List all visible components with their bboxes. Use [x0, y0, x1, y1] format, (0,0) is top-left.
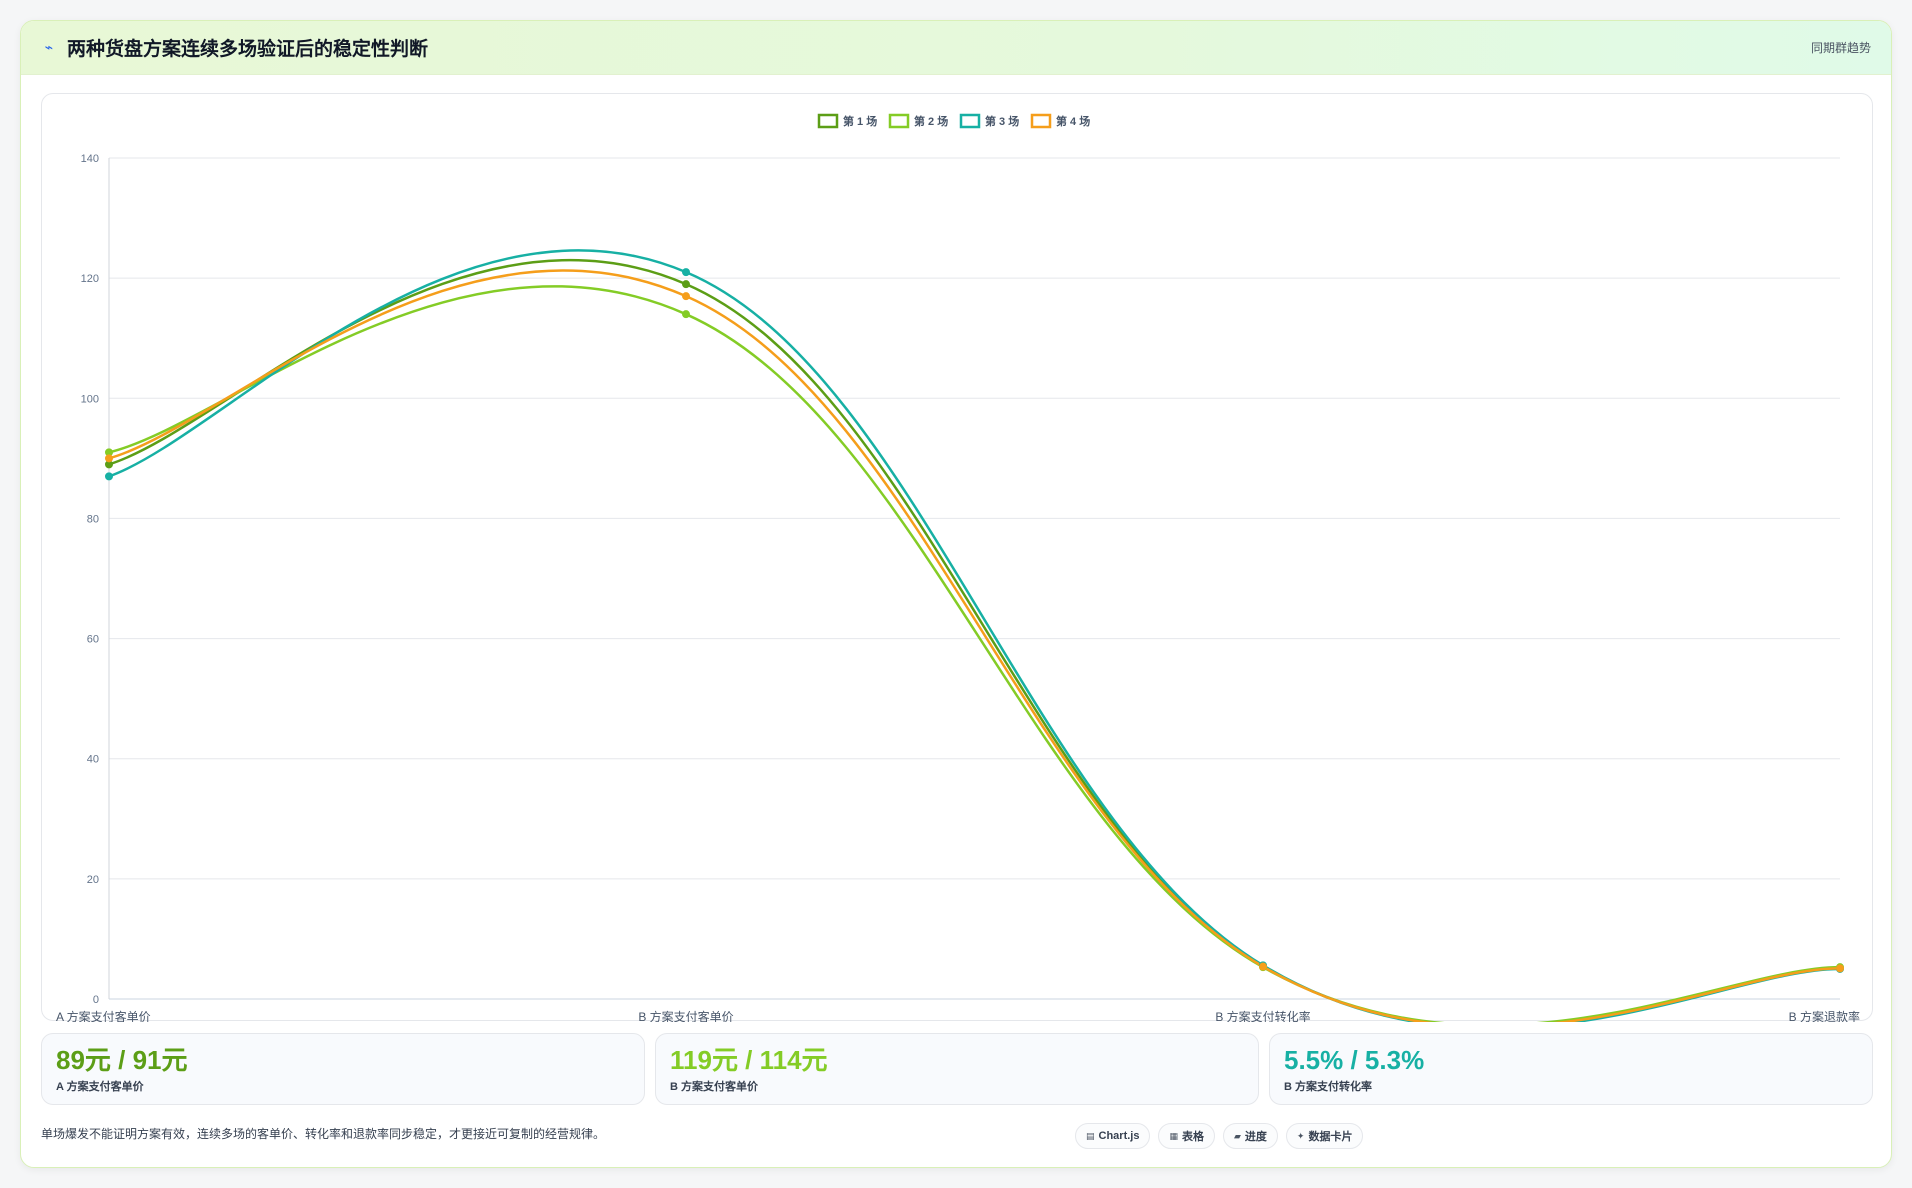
card-icon: ✦ [1296, 1130, 1305, 1141]
chip-progress[interactable]: ▰ 进度 [1223, 1123, 1278, 1149]
x-tick-label: B 方案支付转化率 [1215, 1009, 1310, 1022]
data-point [682, 280, 690, 289]
series-line [108, 259, 1841, 1022]
stat-label: B 方案支付客单价 [670, 1081, 758, 1093]
data-point [682, 268, 690, 277]
data-point [1259, 962, 1267, 971]
chart-icon: ▤ [1086, 1130, 1095, 1141]
chip-label: 表格 [1182, 1131, 1204, 1143]
view-chips: ▤ Chart.js ▦ 表格 ▰ 进度 ✦ 数据卡片 [1075, 1123, 1364, 1149]
series-line [108, 285, 1841, 1022]
chip-label: Chart.js [1098, 1130, 1140, 1142]
data-point [1836, 964, 1844, 973]
data-point [105, 472, 113, 481]
legend-swatch [1030, 113, 1052, 129]
chip-label: 进度 [1244, 1131, 1267, 1143]
chip-table[interactable]: ▦ 表格 [1158, 1123, 1215, 1149]
chip-data-card[interactable]: ✦ 数据卡片 [1285, 1123, 1364, 1149]
footer-note: 单场爆发不能证明方案有效，连续多场的客单价、转化率和退款率同步稳定，才更接近可复… [41, 1127, 606, 1141]
legend-label: 第 4 场 [1056, 114, 1090, 128]
data-point [682, 292, 690, 301]
table-icon: ▦ [1169, 1130, 1178, 1141]
stat-label: A 方案支付客单价 [56, 1081, 144, 1093]
legend-label: 第 2 场 [914, 114, 948, 128]
legend-swatch [888, 113, 910, 129]
cohort-trend-label[interactable]: 同期群趋势 [1810, 41, 1871, 55]
chip-label: 数据卡片 [1308, 1131, 1353, 1143]
card-footer: 单场爆发不能证明方案有效，连续多场的客单价、转化率和退款率同步稳定，才更接近可复… [41, 1117, 1873, 1153]
legend-swatch [817, 113, 839, 129]
stat-label: B 方案支付转化率 [1284, 1081, 1372, 1093]
legend-label: 第 1 场 [843, 114, 877, 128]
stat-value: 119元 / 114元 [670, 1045, 828, 1075]
x-tick-label: B 方案支付客单价 [638, 1009, 733, 1022]
chip-chartjs[interactable]: ▤ Chart.js [1075, 1123, 1151, 1149]
chart-area: 0 20 40 60 80 100 120 140 A 方案支付客单价 B 方案支付客单价 B 方案… [41, 93, 1873, 1022]
series-line [108, 269, 1841, 1022]
series-line [108, 249, 1841, 1022]
stat-value: 89元 / 91元 [56, 1045, 188, 1075]
chart-card: ⌁ 两种货盘方案连续多场验证后的稳定性判断 同期群趋势 0 20 40 60 80 100… [20, 20, 1892, 1168]
y-tick-label: 0 [93, 994, 99, 1006]
y-tick-label: 140 [81, 153, 99, 165]
y-tick-label: 120 [81, 273, 99, 285]
data-point [682, 310, 690, 319]
card-header: ⌁ 两种货盘方案连续多场验证后的稳定性判断 同期群趋势 [21, 21, 1891, 75]
y-tick-label: 20 [87, 874, 99, 886]
stat-card-a-price: 89元 / 91元 A 方案支付客单价 [41, 1033, 645, 1105]
stat-card-b-conversion: 5.5% / 5.3% B 方案支付转化率 [1269, 1033, 1873, 1105]
x-tick-label: B 方案退款率 [1789, 1009, 1860, 1022]
legend-swatch [959, 113, 981, 129]
y-tick-label: 100 [81, 393, 99, 405]
stat-value: 5.5% / 5.3% [1284, 1045, 1425, 1075]
y-tick-label: 80 [87, 513, 99, 525]
x-tick-label: A 方案支付客单价 [56, 1009, 151, 1022]
progress-icon: ▰ [1234, 1130, 1241, 1141]
legend-label: 第 3 场 [985, 114, 1019, 128]
line-chart-icon: ⌁ [44, 39, 54, 55]
page-title: 两种货盘方案连续多场验证后的稳定性判断 [67, 39, 429, 60]
y-tick-label: 40 [87, 754, 99, 766]
data-point [105, 454, 113, 463]
title-group: ⌁ 两种货盘方案连续多场验证后的稳定性判断 [41, 34, 428, 61]
y-tick-label: 60 [87, 634, 99, 646]
stat-card-b-price: 119元 / 114元 B 方案支付客单价 [655, 1033, 1259, 1105]
line-chart: 0 20 40 60 80 100 120 140 A 方案支付客单价 B 方案支付客单价 B 方案… [56, 113, 1860, 1022]
